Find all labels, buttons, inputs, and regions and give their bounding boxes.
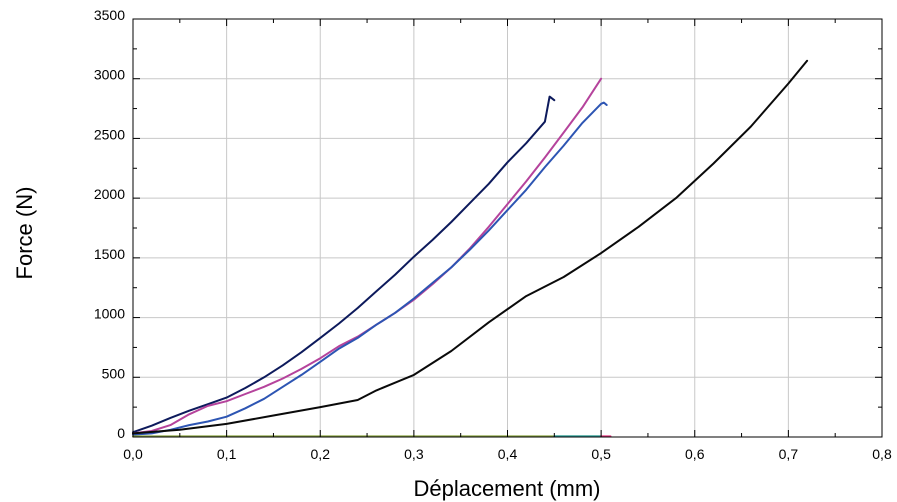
x-tick-label: 0,8	[872, 446, 892, 462]
y-tick-label: 1000	[94, 306, 125, 322]
y-tick-label: 0	[117, 425, 125, 441]
y-tick-label: 1500	[94, 246, 125, 262]
y-tick-label: 3500	[94, 7, 125, 23]
labels-layer: 0,0 0,1 0,2 0,3 0,4 0,5 0,6 0,7 0,8 0 500 1000 1500 2…	[94, 7, 892, 462]
x-tick-label: 0,0	[123, 446, 143, 462]
series-line-4	[132, 59, 809, 435]
x-axis-title: Déplacement (mm)	[413, 476, 600, 501]
x-tick-label: 0,3	[404, 446, 424, 462]
series-line-3	[132, 101, 608, 436]
x-tick-label: 0,5	[591, 446, 611, 462]
grid-layer	[133, 19, 882, 437]
x-tick-label: 0,6	[685, 446, 705, 462]
series-line-2	[132, 77, 603, 435]
series-line-1	[132, 95, 556, 434]
y-tick-label: 2000	[94, 186, 125, 202]
y-tick-label: 500	[102, 365, 126, 381]
ticks-layer	[132, 18, 883, 438]
y-axis-title: Force (N)	[12, 187, 37, 280]
x-tick-label: 0,7	[779, 446, 799, 462]
x-tick-label: 0,4	[498, 446, 518, 462]
x-tick-label: 0,1	[217, 446, 237, 462]
x-tick-label: 0,2	[311, 446, 331, 462]
series-layer	[132, 59, 809, 438]
y-tick-label: 2500	[94, 126, 125, 142]
y-tick-label: 3000	[94, 67, 125, 83]
